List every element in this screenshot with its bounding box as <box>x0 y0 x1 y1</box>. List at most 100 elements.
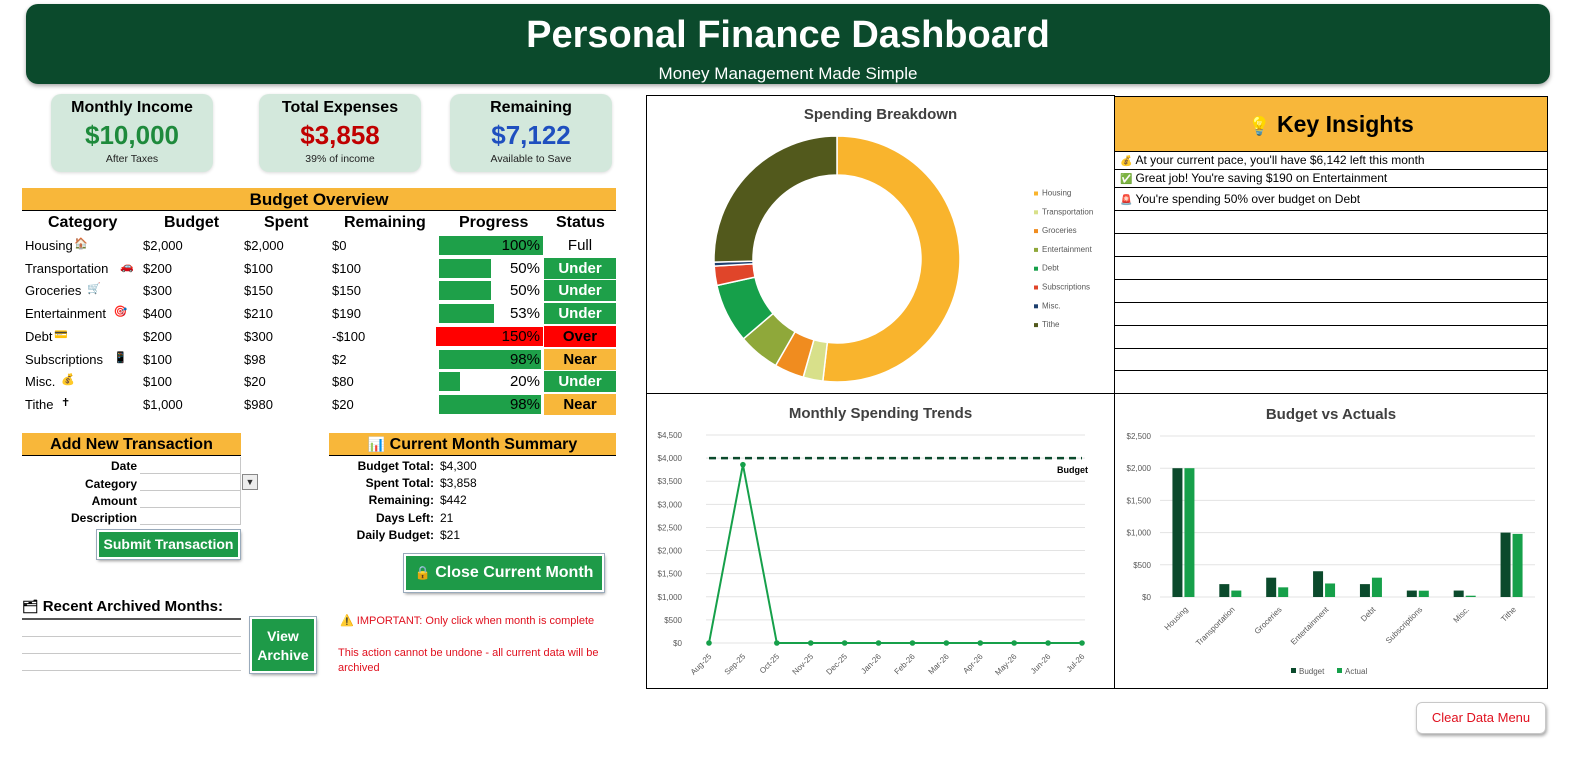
legend-label: Budget <box>1299 667 1325 676</box>
clear-data-menu-button[interactable]: Clear Data Menu <box>1416 702 1546 734</box>
budget-total-label: Budget Total: <box>357 459 434 473</box>
insight-text: At your current pace, you'll have $6,142… <box>1135 153 1425 167</box>
important-text: IMPORTANT: Only click when month is comp… <box>356 615 595 627</box>
bar-actual <box>1325 583 1336 597</box>
spent-value: $980 <box>244 396 273 412</box>
progress-percent: 98% <box>509 350 540 368</box>
kpi-note: Available to Save <box>490 153 572 165</box>
archived-divider <box>22 618 241 620</box>
insight-row <box>1115 326 1547 349</box>
legend-swatch <box>1034 266 1038 271</box>
important-warning: ⚠️ IMPORTANT: Only click when month is c… <box>340 614 594 627</box>
monthly-trends-panel: Monthly Spending Trends $0 $500 $1,000 $1,5… <box>646 393 1115 689</box>
spent-value: $2,000 <box>244 238 284 253</box>
key-insights-title: Key Insights <box>1277 111 1414 137</box>
progress-fill <box>439 281 491 301</box>
amount-field[interactable] <box>140 491 241 508</box>
x-tick-label: Housing <box>1163 605 1190 632</box>
archived-title-text: Recent Archived Months: <box>42 598 223 615</box>
category-select[interactable] <box>140 474 241 491</box>
legend-swatch <box>1034 229 1038 234</box>
y-tick-label: $4,500 <box>658 431 683 440</box>
x-tick-label: Transportation <box>1194 605 1237 648</box>
days-left-label: Days Left: <box>375 511 434 525</box>
bar-budget <box>1266 577 1277 597</box>
progress-bar: 100% <box>439 235 543 256</box>
y-tick-label: $0 <box>1142 593 1151 602</box>
insight-icon: ✅ <box>1120 174 1133 185</box>
legend-swatch <box>1034 210 1038 215</box>
archived-row[interactable] <box>22 670 241 671</box>
chevron-down-icon[interactable]: ▼ <box>242 474 258 490</box>
add-transaction-title: Add New Transaction <box>22 433 241 456</box>
warning-icon: ⚠️ <box>340 615 354 627</box>
x-tick-label: Misc. <box>1452 605 1472 625</box>
x-tick-label: Feb-26 <box>893 652 918 677</box>
page-title: Personal Finance Dashboard <box>526 14 1050 56</box>
close-current-month-button[interactable]: 🔒 Close Current Month <box>404 554 604 592</box>
progress-percent: 20% <box>509 373 540 391</box>
legend-label: Transportation <box>1042 207 1093 216</box>
kpi-label: Monthly Income <box>71 99 193 116</box>
bar-actual <box>1371 577 1382 597</box>
summary-title: 📊 Current Month Summary <box>329 433 616 456</box>
category-name: Debt <box>25 328 53 344</box>
legend-label: Actual <box>1345 667 1367 676</box>
status-badge: Over <box>544 325 616 347</box>
date-label: Date <box>110 459 137 473</box>
kpi-label: Total Expenses <box>281 99 399 116</box>
kpi-card-expenses: Total Expenses $3,858 39% of income <box>259 94 421 172</box>
bar-budget <box>1406 590 1417 597</box>
budget-row: Tithe ✝ $1,000 $980 $20 98% Near <box>22 393 618 416</box>
bar-budget <box>1219 584 1230 597</box>
status-badge: Near <box>544 393 616 415</box>
y-tick-label: $3,500 <box>658 477 683 486</box>
insight-row <box>1115 257 1547 280</box>
progress-fill <box>439 258 491 278</box>
progress-percent: 98% <box>509 395 540 413</box>
legend-swatch <box>1034 191 1038 196</box>
bar-actual <box>1418 590 1429 597</box>
spent-total-value: $3,858 <box>440 476 477 490</box>
remaining-value: $150 <box>332 283 361 299</box>
progress-bar: 98% <box>439 349 543 370</box>
status-badge: Full <box>567 237 593 254</box>
budget-row: Groceries 🛒 $300 $150 $150 50% Under <box>22 280 618 302</box>
remaining-value: $0 <box>332 238 347 253</box>
lightbulb-icon: 💡 <box>1248 116 1271 136</box>
series-label-budget: Budget <box>1057 465 1088 475</box>
submit-transaction-button[interactable]: Submit Transaction <box>97 530 240 559</box>
legend-swatch <box>1034 247 1038 252</box>
status-badge: Under <box>544 257 616 279</box>
archived-row[interactable] <box>22 653 241 654</box>
budget-overview-title: Budget Overview <box>22 188 616 211</box>
archived-row[interactable] <box>22 636 241 637</box>
y-tick-label: $2,500 <box>658 523 683 532</box>
y-tick-label: $0 <box>673 639 682 648</box>
budget-row: Subscriptions 📱 $100 $98 $2 98% Near <box>22 348 618 371</box>
insight-row <box>1115 280 1547 303</box>
category-name: Transportation <box>25 260 109 276</box>
progress-percent: 53% <box>509 305 540 323</box>
x-tick-label: Entertainment <box>1289 605 1331 647</box>
amount-label: Amount <box>91 494 137 508</box>
column-header-status: Status <box>556 214 605 231</box>
x-tick-label: Apr-26 <box>961 652 985 676</box>
view-archive-label-2: Archive <box>257 647 309 663</box>
category-name: Entertainment <box>25 306 106 322</box>
view-archive-button[interactable]: View Archive <box>250 617 316 673</box>
dashboard-header: Personal Finance Dashboard Money Managem… <box>26 4 1550 84</box>
category-icon: 🎯 <box>113 306 128 319</box>
progress-fill <box>439 236 543 255</box>
insight-row <box>1115 234 1547 257</box>
data-point <box>909 640 916 646</box>
budget-row: Housing 🏠 $2,000 $2,000 $0 100% Full <box>22 235 618 257</box>
date-field[interactable] <box>140 457 241 474</box>
status-badge: Under <box>544 280 616 302</box>
legend-label: Misc. <box>1042 301 1061 310</box>
legend-label: Groceries <box>1042 226 1077 235</box>
bar-actual <box>1231 590 1242 597</box>
description-field[interactable] <box>140 508 241 525</box>
column-header-remaining: Remaining <box>344 214 426 231</box>
progress-percent: 50% <box>509 282 540 300</box>
